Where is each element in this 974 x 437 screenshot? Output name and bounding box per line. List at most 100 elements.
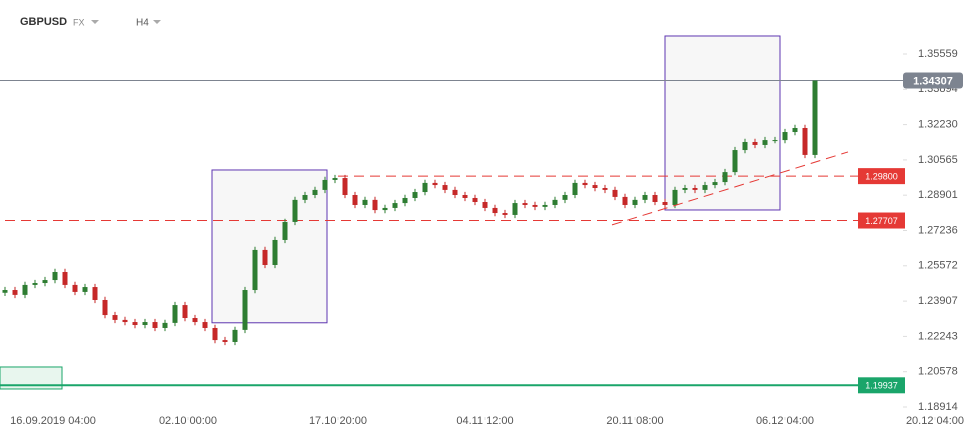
y-tick-label: 1.32230: [918, 119, 958, 131]
candle-body: [662, 202, 668, 205]
candle-body: [192, 318, 198, 323]
candle-body: [132, 322, 138, 326]
price-label: 1.34307: [913, 75, 953, 87]
candle: [662, 198, 668, 209]
candle: [412, 188, 418, 202]
x-tick-label: 04.11 12:00: [456, 415, 513, 427]
candle-body: [252, 249, 258, 291]
candle: [792, 124, 798, 136]
dropdown-arrow[interactable]: [153, 20, 161, 24]
candle: [162, 319, 168, 332]
candle: [672, 186, 678, 209]
candle-body: [552, 199, 558, 205]
candle: [652, 191, 658, 206]
candle-body: [772, 140, 778, 142]
candle: [62, 268, 68, 289]
candle-body: [242, 290, 248, 330]
candle: [442, 181, 448, 194]
candle: [52, 268, 58, 284]
candle: [492, 204, 498, 217]
candle-body: [692, 188, 698, 190]
candle-body: [592, 185, 598, 189]
candle-body: [702, 185, 708, 190]
candle: [772, 136, 778, 144]
candle: [632, 196, 638, 209]
candle-body: [752, 141, 758, 145]
candle-body: [372, 199, 378, 211]
candle-body: [172, 305, 178, 323]
candle-body: [122, 319, 128, 323]
candle-body: [492, 207, 498, 214]
trendline: [611, 151, 849, 226]
candle: [692, 184, 698, 194]
drawing-rectangle: [0, 366, 63, 390]
candle: [342, 174, 348, 199]
x-tick-label: 02.10 00:00: [159, 415, 217, 427]
candle-body: [282, 221, 288, 240]
candle: [112, 311, 118, 324]
candle-body: [102, 299, 108, 316]
candle: [32, 279, 38, 289]
candle: [72, 281, 78, 296]
candle: [732, 146, 738, 176]
y-tick-label: 1.27236: [918, 224, 958, 236]
candle: [462, 191, 468, 202]
candle: [422, 179, 428, 196]
candle: [272, 236, 278, 269]
y-tick-label: 1.35559: [918, 48, 958, 60]
interval[interactable]: H4: [136, 18, 149, 29]
candle-body: [92, 287, 98, 300]
candle: [92, 283, 98, 304]
candle: [282, 218, 288, 244]
candle-body: [2, 290, 8, 293]
candle-body: [182, 305, 188, 319]
price-label: 1.19937: [865, 381, 898, 391]
candle-body: [292, 199, 298, 222]
candle: [382, 204, 388, 214]
candle: [152, 318, 158, 332]
candle-body: [382, 207, 388, 211]
candle: [752, 138, 758, 149]
candle-body: [232, 329, 238, 342]
candle-body: [462, 195, 468, 198]
drawing-rectangle: [664, 35, 781, 211]
market: FX: [73, 17, 85, 27]
candle-body: [392, 203, 398, 208]
candle: [292, 196, 298, 226]
candle-body: [262, 249, 268, 265]
candle-body: [212, 327, 218, 341]
y-tick-label: 1.30565: [918, 154, 958, 166]
candle-body: [602, 188, 608, 190]
x-tick-label: 16.09.2019 04:00: [10, 415, 96, 427]
candle-body: [722, 172, 728, 183]
candle: [612, 186, 618, 201]
candle: [532, 201, 538, 211]
candle-body: [352, 195, 358, 205]
candle-body: [802, 127, 808, 155]
dropdown-arrow[interactable]: [91, 20, 99, 24]
candle: [392, 199, 398, 212]
candle-body: [362, 199, 368, 205]
candle: [682, 184, 688, 194]
candle-body: [712, 182, 718, 186]
candle: [512, 199, 518, 219]
candle: [402, 194, 408, 207]
candle: [642, 191, 648, 204]
symbol[interactable]: GBPUSD: [20, 16, 67, 28]
header: GBPUSD FX H4: [20, 16, 161, 29]
candle: [182, 301, 188, 322]
candle: [352, 191, 358, 209]
candle: [242, 286, 248, 334]
candle-body: [152, 322, 158, 328]
candle: [522, 199, 528, 209]
candle: [502, 209, 508, 219]
candle: [582, 179, 588, 189]
candle: [132, 318, 138, 329]
candle: [22, 281, 28, 299]
candle-body: [762, 140, 768, 145]
candle: [202, 318, 208, 332]
candle: [432, 179, 438, 189]
candle-body: [782, 132, 788, 141]
candle-body: [322, 179, 328, 190]
candle: [192, 314, 198, 326]
